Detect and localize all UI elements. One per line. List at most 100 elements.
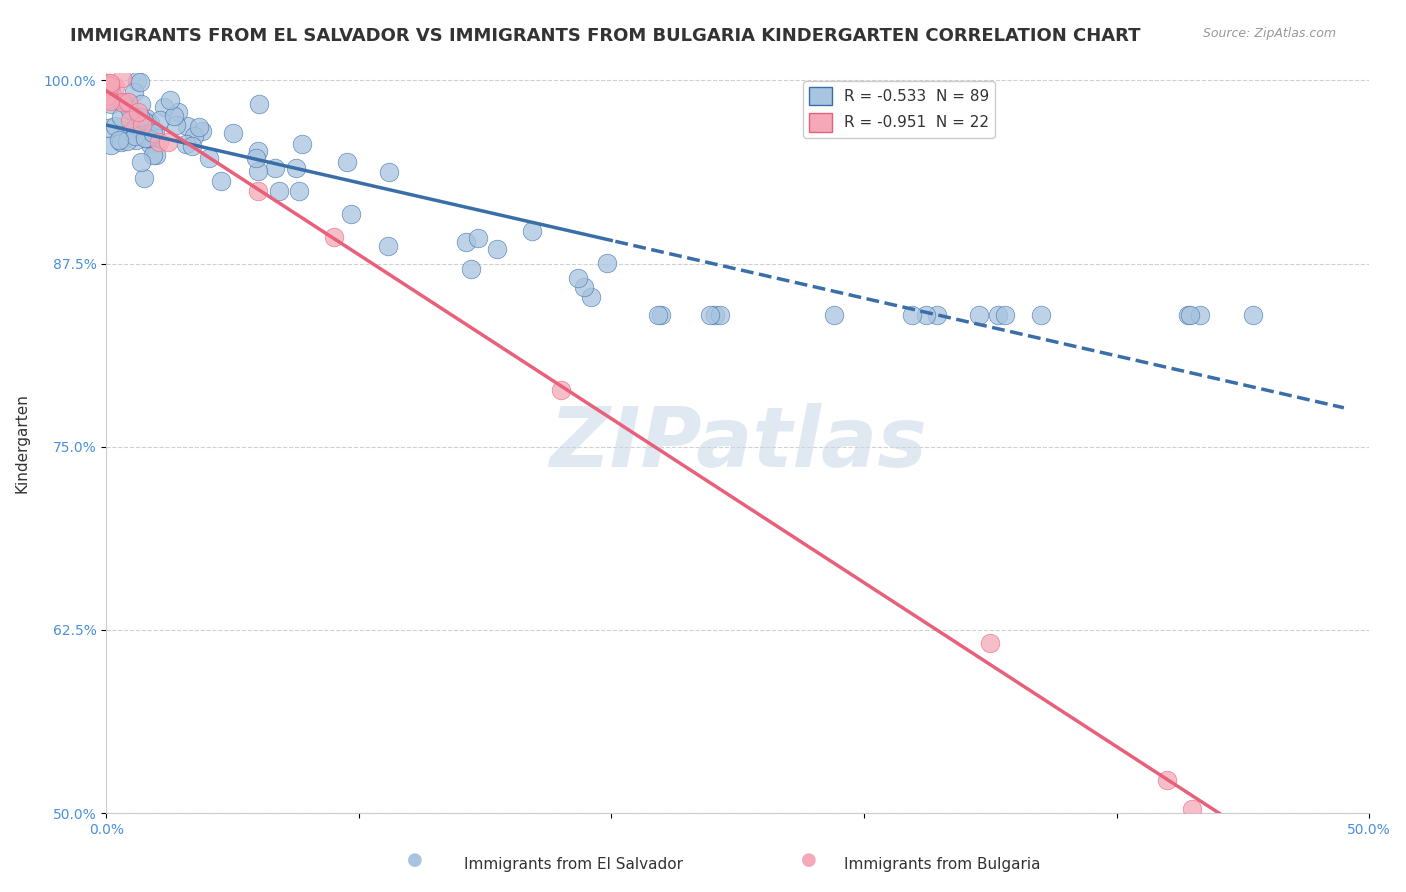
Point xyxy=(1031,308,1053,322)
Point xyxy=(111,95,134,109)
Point xyxy=(134,171,156,186)
Point xyxy=(100,79,122,94)
Point xyxy=(377,165,399,179)
Point xyxy=(246,145,269,159)
Point xyxy=(967,308,990,322)
Point xyxy=(97,121,120,136)
Point xyxy=(134,113,156,128)
Point xyxy=(142,127,165,141)
Text: Immigrants from El Salvador: Immigrants from El Salvador xyxy=(464,857,683,872)
Point xyxy=(823,308,845,322)
Point xyxy=(269,184,291,198)
Point xyxy=(110,135,132,149)
Point xyxy=(139,136,162,151)
Point xyxy=(915,308,938,322)
Point xyxy=(222,127,245,141)
Point xyxy=(460,261,482,276)
Point xyxy=(135,111,157,125)
Point xyxy=(647,308,669,322)
Point xyxy=(100,97,122,112)
Point xyxy=(111,95,134,110)
Point xyxy=(131,126,153,140)
Point xyxy=(124,132,146,146)
Point xyxy=(650,308,672,322)
Point xyxy=(287,184,309,198)
Point xyxy=(148,135,170,149)
Point xyxy=(98,91,121,105)
Point xyxy=(579,290,602,304)
Point xyxy=(165,119,187,133)
Point xyxy=(322,230,344,244)
Point xyxy=(486,242,509,256)
Point xyxy=(100,137,122,152)
Text: Source: ZipAtlas.com: Source: ZipAtlas.com xyxy=(1202,27,1336,40)
Point xyxy=(107,133,129,147)
Point xyxy=(245,151,267,165)
Point xyxy=(124,128,146,143)
Text: ●: ● xyxy=(800,851,817,869)
Point xyxy=(183,128,205,143)
Point xyxy=(125,73,148,87)
Point xyxy=(1177,308,1199,322)
Point xyxy=(1178,308,1201,322)
Point xyxy=(987,308,1010,322)
Point xyxy=(994,308,1017,322)
Point xyxy=(198,152,221,166)
Point xyxy=(129,96,152,111)
Point xyxy=(704,308,727,322)
Point xyxy=(180,139,202,153)
Point xyxy=(1181,802,1204,816)
Legend: R = -0.533  N = 89, R = -0.951  N = 22: R = -0.533 N = 89, R = -0.951 N = 22 xyxy=(803,80,995,137)
Point xyxy=(377,238,399,252)
Text: IMMIGRANTS FROM EL SALVADOR VS IMMIGRANTS FROM BULGARIA KINDERGARTEN CORRELATION: IMMIGRANTS FROM EL SALVADOR VS IMMIGRANT… xyxy=(70,27,1140,45)
Point xyxy=(246,184,269,198)
Y-axis label: Kindergarten: Kindergarten xyxy=(15,393,30,493)
Point xyxy=(456,235,478,249)
Point xyxy=(574,280,596,294)
Point xyxy=(153,100,176,114)
Text: Immigrants from Bulgaria: Immigrants from Bulgaria xyxy=(844,857,1040,872)
Point xyxy=(699,308,721,322)
Point xyxy=(104,119,127,133)
Point xyxy=(111,71,134,86)
Point xyxy=(136,131,159,145)
Point xyxy=(520,224,543,238)
Point xyxy=(1156,773,1178,788)
Point xyxy=(134,131,156,145)
Point xyxy=(1189,308,1212,322)
Point xyxy=(139,116,162,130)
Point xyxy=(246,164,269,178)
Point xyxy=(142,148,165,162)
Point xyxy=(131,155,153,169)
Point xyxy=(1241,308,1264,322)
Point xyxy=(901,308,924,322)
Point xyxy=(149,112,172,127)
Point xyxy=(143,124,166,138)
Point xyxy=(127,104,149,119)
Point xyxy=(103,80,125,95)
Point xyxy=(124,121,146,136)
Point xyxy=(138,131,160,145)
Point xyxy=(117,95,139,109)
Point xyxy=(98,94,121,108)
Point xyxy=(110,110,132,124)
Point xyxy=(550,383,572,397)
Point xyxy=(163,109,186,123)
Text: ZIPatlas: ZIPatlas xyxy=(548,402,927,483)
Point xyxy=(159,93,181,107)
Point xyxy=(167,105,190,120)
Point xyxy=(118,103,141,117)
Point xyxy=(264,161,287,175)
Point xyxy=(291,137,314,152)
Point xyxy=(98,76,121,90)
Point xyxy=(247,97,270,112)
Point xyxy=(191,124,214,138)
Point xyxy=(115,134,138,148)
Point xyxy=(129,111,152,125)
Point xyxy=(187,120,209,134)
Point xyxy=(145,148,167,162)
Point xyxy=(157,135,180,149)
Point xyxy=(284,161,307,175)
Point xyxy=(122,85,145,99)
Point xyxy=(98,76,121,90)
